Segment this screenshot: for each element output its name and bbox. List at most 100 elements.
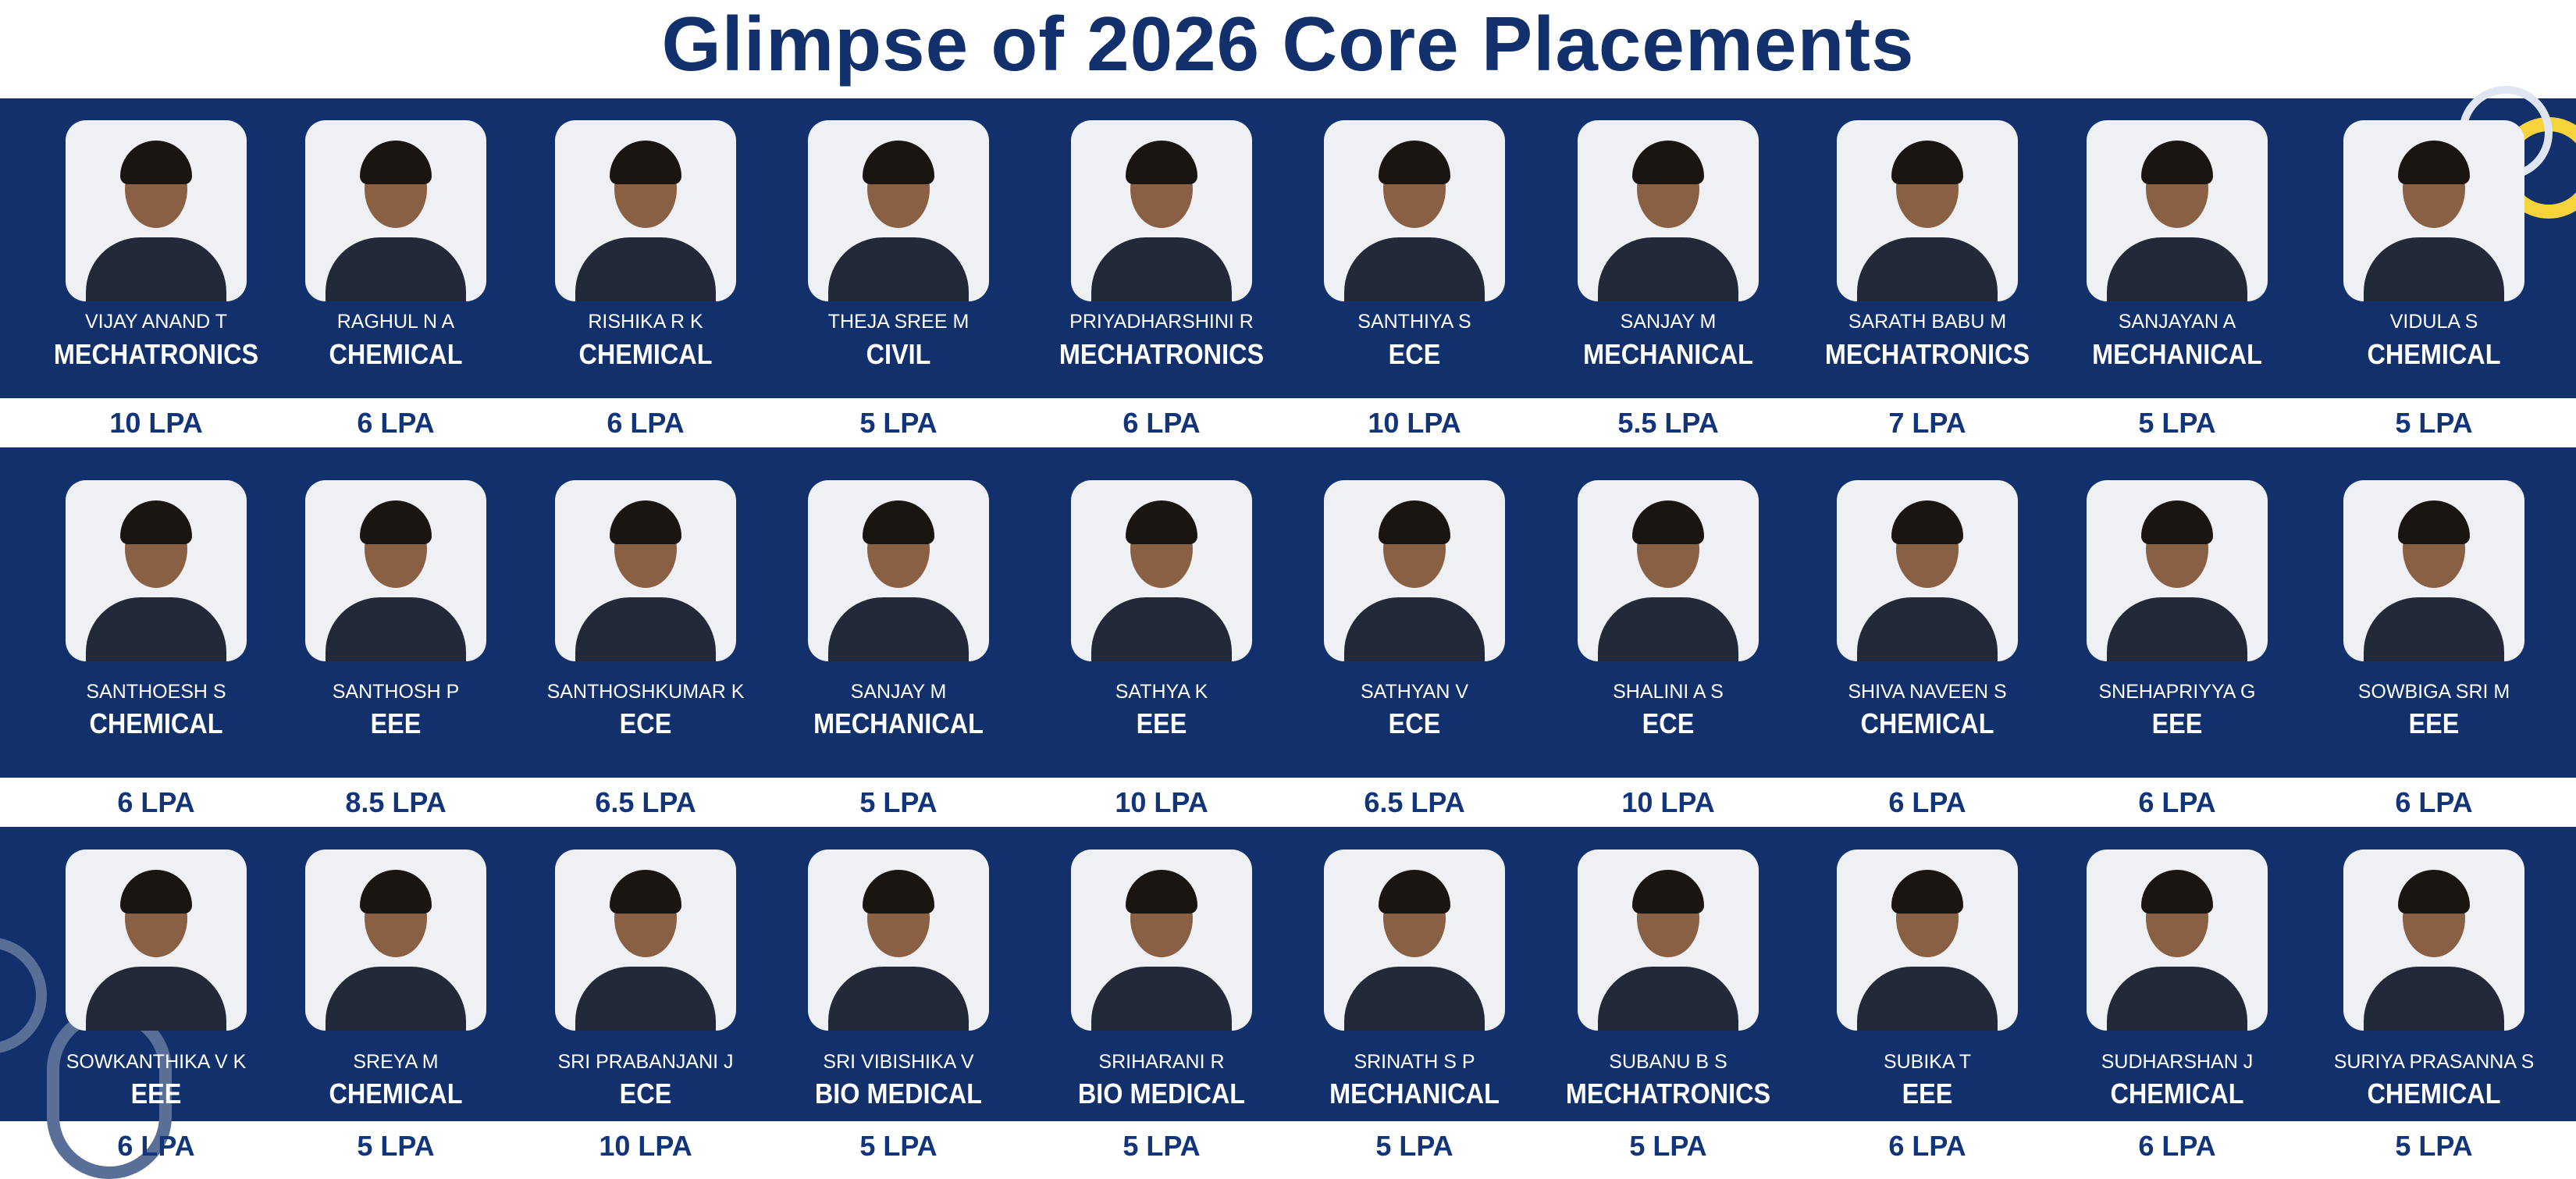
student-photo [808, 120, 989, 301]
student-name: SANTHOSH P [332, 681, 460, 703]
student-branch: EEE [1902, 1077, 1953, 1110]
student-name: SNEHAPRIYYA G [2098, 681, 2256, 703]
portrait-shoulders [2364, 967, 2504, 1031]
portrait-shoulders [86, 597, 226, 661]
student-branch: EEE [2408, 707, 2460, 739]
student-photo [2343, 120, 2524, 301]
portrait-shoulders [828, 597, 969, 661]
portrait-hair [2398, 870, 2470, 914]
portrait-shoulders [1344, 237, 1485, 301]
student-name: VIJAY ANAND T [84, 311, 227, 333]
portrait-shoulders [1598, 967, 1738, 1031]
portrait-hair [1891, 870, 1963, 914]
portrait-hair [863, 500, 934, 544]
student-photo [1324, 480, 1505, 661]
student-name: SATHYAN V [1361, 681, 1468, 703]
portrait-hair [360, 141, 432, 184]
portrait-shoulders [2107, 237, 2247, 301]
student-photo [2087, 120, 2268, 301]
student-name: SUDHARSHAN J [2101, 1051, 2254, 1073]
student-branch: CIVIL [866, 338, 931, 370]
student-name: SRI PRABANJANI J [557, 1051, 734, 1073]
student-photo [66, 850, 247, 1031]
student-photo [1578, 850, 1759, 1031]
portrait-shoulders [2364, 237, 2504, 301]
portrait-shoulders [326, 597, 466, 661]
student-photo [305, 850, 486, 1031]
student-branch: CHEMICAL [329, 338, 463, 370]
portrait-shoulders [1344, 597, 1485, 661]
student-branch: ECE [1642, 707, 1695, 739]
student-photo [305, 480, 486, 661]
student-name: SUBANU B S [1609, 1051, 1727, 1073]
package-strip-1 [0, 398, 2576, 447]
student-branch: EEE [370, 707, 422, 739]
package-strip-2 [0, 778, 2576, 827]
student-name: SRI VIBISHIKA V [823, 1051, 974, 1073]
student-branch: CHEMICAL [2110, 1077, 2244, 1110]
student-name: VIDULA S [2389, 311, 2478, 333]
portrait-hair [360, 500, 432, 544]
student-branch: MECHANICAL [1329, 1077, 1500, 1110]
student-branch: BIO MEDICAL [814, 1077, 983, 1110]
portrait-shoulders [575, 237, 716, 301]
student-photo [1071, 850, 1252, 1031]
student-photo [1578, 480, 1759, 661]
student-photo [1324, 120, 1505, 301]
student-photo [1071, 480, 1252, 661]
portrait-shoulders [828, 967, 969, 1031]
portrait-shoulders [1857, 597, 1998, 661]
student-package: 6 LPA [2395, 786, 2473, 818]
portrait-hair [610, 870, 681, 914]
portrait-shoulders [1857, 967, 1998, 1031]
student-package: 6 LPA [2138, 786, 2216, 818]
student-branch: EEE [1136, 707, 1187, 739]
student-package: 5 LPA [357, 1130, 435, 1162]
student-package: 10 LPA [1115, 786, 1208, 818]
portrait-hair [863, 870, 934, 914]
portrait-hair [1379, 141, 1450, 184]
student-photo [1071, 120, 1252, 301]
student-name: SANJAYAN A [2118, 311, 2236, 333]
student-package: 5 LPA [2395, 1130, 2473, 1162]
student-package: 10 LPA [599, 1130, 692, 1162]
portrait-hair [120, 141, 192, 184]
student-package: 5 LPA [859, 407, 938, 439]
student-photo [555, 480, 736, 661]
student-branch: MECHANICAL [813, 707, 984, 739]
portrait-shoulders [1344, 967, 1485, 1031]
student-branch: CHEMICAL [89, 707, 223, 739]
student-branch: MECHANICAL [1583, 338, 1753, 370]
student-photo [808, 480, 989, 661]
student-photo [1578, 120, 1759, 301]
student-package: 5 LPA [1629, 1130, 1707, 1162]
student-package: 6 LPA [117, 1130, 195, 1162]
student-name: SANTHIYA S [1357, 311, 1471, 333]
portrait-hair [863, 141, 934, 184]
student-package: 10 LPA [1621, 786, 1715, 818]
portrait-hair [1126, 141, 1197, 184]
student-name: SARATH BABU M [1848, 311, 2007, 333]
student-branch: MECHATRONICS [1059, 338, 1265, 370]
student-name: PRIYADHARSHINI R [1069, 311, 1254, 333]
student-package: 6 LPA [2138, 1130, 2216, 1162]
student-branch: EEE [130, 1077, 182, 1110]
portrait-shoulders [1091, 597, 1232, 661]
student-branch: ECE [619, 1077, 672, 1110]
student-branch: CHEMICAL [578, 338, 713, 370]
portrait-shoulders [575, 967, 716, 1031]
student-branch: MECHATRONICS [1824, 338, 2030, 370]
student-branch: CHEMICAL [329, 1077, 463, 1110]
portrait-hair [2141, 500, 2213, 544]
student-name: RISHIKA R K [588, 311, 703, 333]
student-branch: CHEMICAL [2367, 338, 2501, 370]
student-package: 6 LPA [357, 407, 435, 439]
student-package: 10 LPA [1368, 407, 1461, 439]
student-branch: MECHATRONICS [1565, 1077, 1771, 1110]
portrait-shoulders [2107, 967, 2247, 1031]
student-package: 5 LPA [2138, 407, 2216, 439]
student-photo [2343, 480, 2524, 661]
portrait-hair [610, 500, 681, 544]
student-package: 5 LPA [1123, 1130, 1201, 1162]
portrait-hair [1891, 141, 1963, 184]
